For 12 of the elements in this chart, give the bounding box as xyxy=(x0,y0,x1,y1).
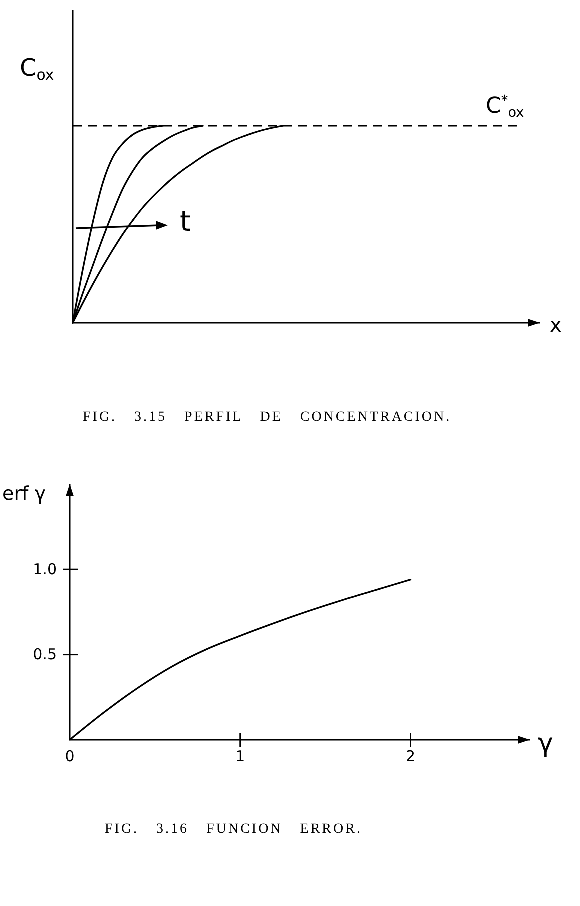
x-tick-label: 2 xyxy=(406,748,416,766)
y-axis-title: C$_{ox}$ xyxy=(20,54,54,84)
text: FIG. 3.15 PERFIL DE CONCENTRACION. xyxy=(83,410,452,425)
annotation: t xyxy=(180,205,191,238)
y-axis-title: erf γ xyxy=(2,483,46,505)
x-axis-title: γ xyxy=(538,729,554,759)
x-tick-label: 1 xyxy=(236,748,246,766)
y-tick-label: 0.5 xyxy=(33,646,57,664)
y-tick-label: 1.0 xyxy=(33,560,57,578)
text: FIG. 3.16 FUNCION ERROR. xyxy=(105,822,362,837)
x-tick-label: 0 xyxy=(65,748,75,766)
x-axis-title: x xyxy=(550,313,562,337)
